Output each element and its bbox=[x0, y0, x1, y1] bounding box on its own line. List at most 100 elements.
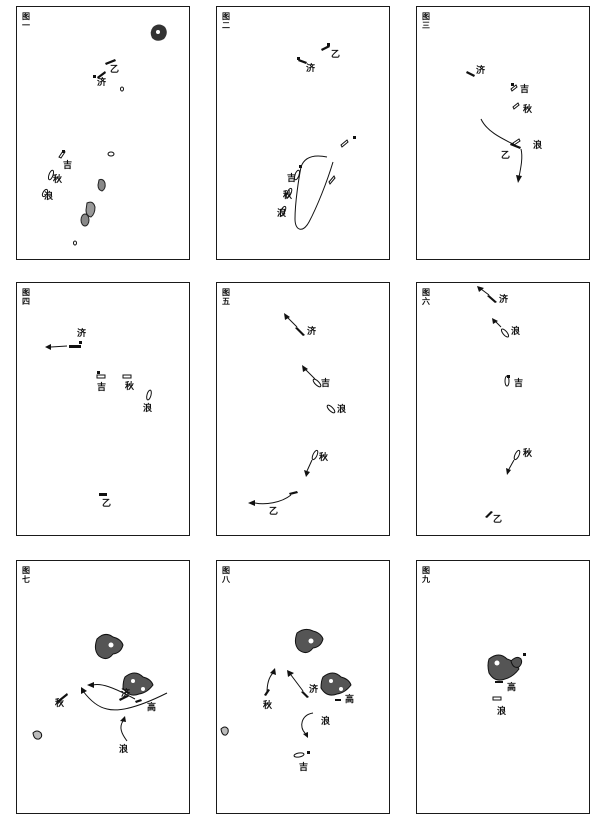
ship-label: 乙 bbox=[102, 499, 112, 509]
ship bbox=[326, 404, 336, 414]
ship bbox=[466, 71, 475, 77]
arrow-head bbox=[284, 313, 290, 320]
island bbox=[122, 672, 154, 696]
panel-9-map bbox=[487, 653, 526, 701]
ship-label: 济 bbox=[307, 327, 317, 337]
ship bbox=[510, 143, 521, 149]
ship-flag bbox=[79, 341, 82, 344]
ship-label: 浪 bbox=[337, 405, 347, 415]
ship-label: 秋 bbox=[263, 701, 273, 711]
ship bbox=[146, 389, 152, 401]
track-arrow bbox=[306, 459, 313, 472]
track-arrow bbox=[304, 368, 316, 380]
ship bbox=[512, 102, 520, 110]
ship bbox=[120, 86, 124, 92]
ship-flag bbox=[507, 375, 510, 378]
ship bbox=[289, 491, 298, 495]
ship-label: 浪 bbox=[511, 327, 521, 337]
ship bbox=[122, 374, 132, 379]
ship-label: 济 bbox=[77, 329, 87, 339]
track-arrow bbox=[254, 494, 292, 505]
ship bbox=[107, 151, 115, 157]
ship bbox=[285, 187, 293, 199]
panel-8: 图八 秋 济 高 浪 吉 bbox=[216, 560, 390, 814]
arrow-head bbox=[45, 344, 51, 350]
ship bbox=[311, 449, 319, 461]
panel-3-map bbox=[466, 71, 523, 183]
ship-label: 秋 bbox=[55, 699, 65, 709]
ship bbox=[298, 59, 307, 64]
ship bbox=[321, 45, 330, 51]
ship bbox=[485, 511, 493, 518]
ship-label: 浪 bbox=[143, 404, 153, 414]
island-marker bbox=[494, 660, 500, 666]
ship-label: 乙 bbox=[269, 507, 279, 517]
ship bbox=[295, 327, 305, 336]
ship bbox=[264, 689, 270, 696]
ship bbox=[97, 71, 106, 79]
panel-title: 图二 bbox=[222, 11, 230, 30]
ship-label: 吉 bbox=[321, 379, 331, 389]
panel-1-map bbox=[41, 24, 167, 246]
ship bbox=[119, 695, 128, 701]
ship-label: 浪 bbox=[277, 209, 287, 219]
ship bbox=[41, 188, 49, 198]
track-arrow bbox=[480, 288, 490, 296]
island-marker bbox=[131, 679, 135, 683]
track-loop bbox=[294, 155, 334, 230]
ship-label: 浪 bbox=[44, 192, 54, 202]
arrow-head bbox=[81, 687, 87, 694]
arrow-head bbox=[303, 732, 308, 738]
ship bbox=[492, 696, 502, 701]
island bbox=[320, 672, 352, 696]
ship-flag bbox=[523, 653, 526, 656]
ship-label: 高 bbox=[147, 703, 157, 713]
ship-label: 浪 bbox=[497, 707, 507, 717]
ship bbox=[495, 681, 503, 683]
track bbox=[480, 118, 516, 146]
ship-label: 乙 bbox=[501, 151, 511, 161]
arrow-head bbox=[516, 175, 522, 183]
track-arrow bbox=[508, 459, 515, 470]
panel-title: 图九 bbox=[422, 565, 430, 584]
island bbox=[220, 726, 229, 736]
ship bbox=[135, 699, 142, 703]
arrow-head bbox=[506, 468, 511, 475]
ship-flag bbox=[297, 57, 300, 60]
panel-2: 图二 济 乙 吉 秋 浪 bbox=[216, 6, 390, 260]
ship bbox=[105, 59, 116, 65]
island bbox=[85, 201, 96, 218]
ship bbox=[57, 693, 68, 703]
ship bbox=[510, 84, 518, 92]
panel-title: 图六 bbox=[422, 287, 430, 306]
island bbox=[32, 730, 43, 740]
panel-4-map bbox=[45, 341, 152, 496]
ship-label: 秋 bbox=[125, 382, 135, 392]
ship-label: 高 bbox=[345, 695, 355, 705]
track-arrow bbox=[286, 316, 298, 328]
ship-label: 秋 bbox=[283, 191, 293, 201]
track-arrow bbox=[290, 674, 304, 692]
panel-5-map bbox=[248, 313, 336, 506]
panel-6: 图六 济 浪 吉 秋 乙 bbox=[416, 282, 590, 536]
ship-flag bbox=[62, 150, 65, 153]
ship-flag bbox=[307, 751, 310, 754]
panel-4: 图四 济 吉 秋 浪 乙 bbox=[16, 282, 190, 536]
panel-7: 图七 秋 济 高 浪 bbox=[16, 560, 190, 814]
panel-1: 图一 济 乙 吉 秋 浪 bbox=[16, 6, 190, 260]
track-arrow bbox=[92, 684, 136, 700]
panel-title: 图五 bbox=[222, 287, 230, 306]
panel-3: 图三 济 吉 秋 浪 乙 bbox=[416, 6, 590, 260]
ship bbox=[96, 374, 106, 379]
ship-label: 济 bbox=[121, 689, 131, 699]
arrow-head bbox=[304, 470, 310, 477]
track-arrow bbox=[50, 345, 68, 348]
ship-label: 浪 bbox=[533, 141, 543, 151]
ship-label: 济 bbox=[476, 66, 486, 76]
ship bbox=[301, 691, 309, 698]
ship-label: 吉 bbox=[97, 383, 107, 393]
ship bbox=[513, 449, 521, 461]
ship bbox=[500, 328, 510, 338]
ship-label: 乙 bbox=[331, 50, 341, 60]
ship-label: 济 bbox=[97, 78, 107, 88]
